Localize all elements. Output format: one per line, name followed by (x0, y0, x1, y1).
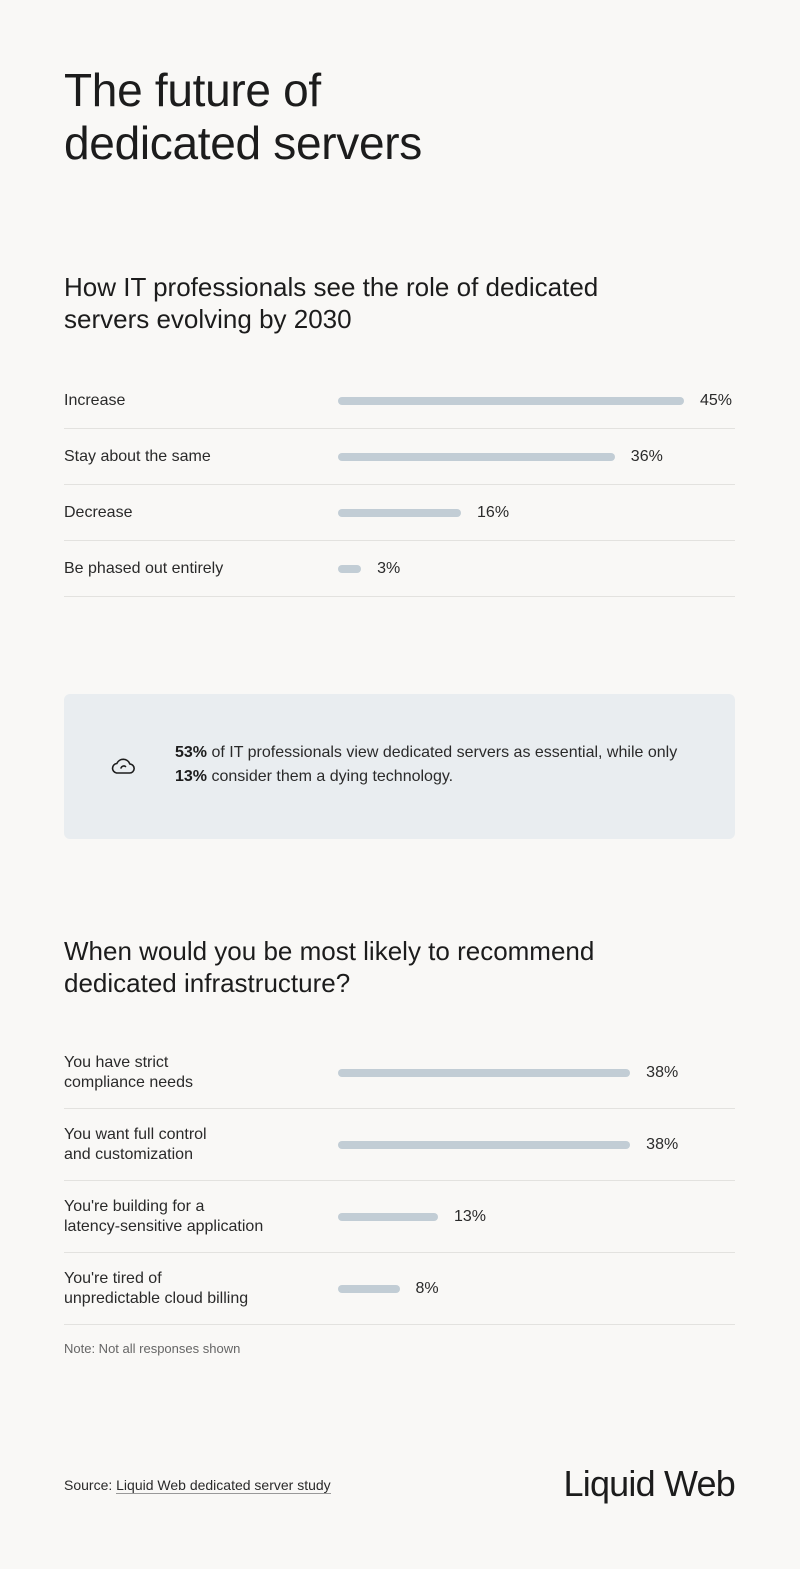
chart-1-role-by-2030: Increase 45% Stay about the same 36% Decreas… (64, 373, 735, 597)
bar (338, 1140, 631, 1149)
bar (338, 508, 462, 517)
callout-stat-essential: 53% (175, 744, 208, 761)
category-label-line: Be phased out entirely (64, 559, 224, 577)
note-text: Note: Not all responses shown (64, 1341, 241, 1356)
category-label: You're building for a latency-sensitive a… (64, 1197, 324, 1237)
bar-value-label: 3% (377, 559, 401, 577)
page-title-line-2: dedicated servers (64, 117, 422, 169)
bar (338, 1284, 400, 1293)
category-label-line: Increase (64, 391, 126, 409)
chart-2-row: You're tired of unpredictable cloud billi… (64, 1253, 735, 1325)
bar-track: 38% (338, 1109, 735, 1180)
category-label: You have strict compliance needs (64, 1053, 324, 1093)
category-label-line: You're building for a (64, 1197, 205, 1215)
chart-2-row: You want full control and customization 38… (64, 1109, 735, 1181)
category-label: You're tired of unpredictable cloud billi… (64, 1269, 324, 1309)
bar-track: 3% (338, 541, 735, 596)
page-title: The future of dedicated servers (64, 64, 584, 170)
bar-track: 45% (338, 373, 735, 428)
bar-value-label: 38% (646, 1135, 679, 1153)
category-label-line: compliance needs (64, 1073, 193, 1091)
bar-track: 38% (338, 1037, 735, 1108)
bar (338, 564, 362, 573)
chart-1-row: Be phased out entirely 3% (64, 541, 735, 597)
category-label: Increase (64, 391, 324, 411)
category-label: Be phased out entirely (64, 559, 324, 579)
bar-track: 13% (338, 1181, 735, 1252)
category-label-line: Stay about the same (64, 447, 211, 465)
bar-track: 36% (338, 429, 735, 484)
bar-value-label: 45% (700, 391, 733, 409)
chart-2-recommend-dedicated: You have strict compliance needs 38% You wa… (64, 1037, 735, 1325)
callout-text-part-1: of IT professionals view dedicated serve… (207, 744, 678, 761)
category-label: Decrease (64, 503, 324, 523)
page-title-line-1: The future of (64, 64, 321, 116)
bar-value-label: 16% (477, 503, 510, 521)
category-label-line: unpredictable cloud billing (64, 1289, 249, 1307)
bar-track: 16% (338, 485, 735, 540)
cloud-icon (111, 758, 135, 774)
callout-stat-dying: 13% (175, 768, 208, 785)
source-link[interactable]: Liquid Web dedicated server study (116, 1477, 331, 1494)
category-label-line: Decrease (64, 503, 133, 521)
bar-value-label: 13% (453, 1207, 486, 1225)
chart-2-title: When would you be most likely to recomme… (64, 936, 595, 998)
chart-1-row: Increase 45% (64, 373, 735, 429)
category-label: You want full control and customization (64, 1125, 324, 1165)
bar (338, 396, 684, 405)
liquid-web-logo: Liquid Web (563, 1463, 736, 1504)
category-label-line: You have strict (64, 1053, 169, 1071)
chart-1-title: How IT professionals see the role of ded… (64, 272, 599, 334)
bar-track: 8% (338, 1253, 735, 1324)
bar (338, 1068, 631, 1077)
category-label-line: You want full control (64, 1125, 207, 1143)
chart-1-row: Decrease 16% (64, 485, 735, 541)
source-prefix: Source: (64, 1477, 117, 1493)
bar-value-label: 8% (415, 1279, 439, 1297)
chart-2-row: You have strict compliance needs 38% (64, 1037, 735, 1109)
bar-value-label: 36% (630, 447, 663, 465)
bar-value-label: 38% (646, 1063, 679, 1081)
category-label-line: and customization (64, 1145, 193, 1163)
source-citation: Source: Liquid Web dedicated server stud… (64, 1477, 331, 1494)
chart-1-row: Stay about the same 36% (64, 429, 735, 485)
chart-2-row: You're building for a latency-sensitive a… (64, 1181, 735, 1253)
callout-text: 53% of IT professionals view dedicated s… (175, 741, 695, 789)
category-label-line: You're tired of (64, 1269, 162, 1287)
callout-text-part-2: consider them a dying technology. (207, 768, 454, 785)
bar (338, 1212, 438, 1221)
category-label: Stay about the same (64, 447, 324, 467)
stat-callout: 53% of IT professionals view dedicated s… (64, 694, 735, 839)
bar (338, 452, 615, 461)
category-label-line: latency-sensitive application (64, 1217, 264, 1235)
